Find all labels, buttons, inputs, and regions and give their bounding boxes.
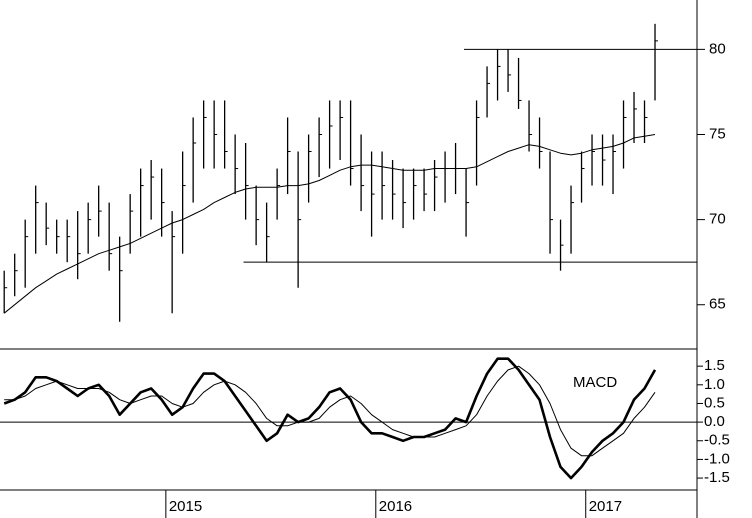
y-tick-label: 80: [709, 40, 726, 57]
x-tick-label: 2015: [169, 498, 202, 515]
y-tick-label: -0.5: [704, 432, 730, 449]
y-tick-label: 70: [709, 211, 726, 228]
macd-label: MACD: [573, 374, 617, 391]
macd-line: [3, 357, 657, 480]
x-tick-label: 2016: [379, 498, 412, 515]
y-tick-label: -1.0: [704, 450, 730, 467]
y-tick-label: 0.0: [704, 413, 725, 430]
y-tick-label: 65: [709, 296, 726, 313]
y-tick-label: 75: [709, 125, 726, 142]
y-tick-label: -1.5: [704, 469, 730, 486]
signal-line: [4, 365, 656, 457]
moving-average: [3, 134, 656, 314]
y-tick-label: 1.5: [704, 357, 725, 374]
x-tick-label: 2017: [589, 498, 622, 515]
y-tick-label: 1.0: [704, 376, 725, 393]
y-tick-label: 0.5: [704, 394, 725, 411]
